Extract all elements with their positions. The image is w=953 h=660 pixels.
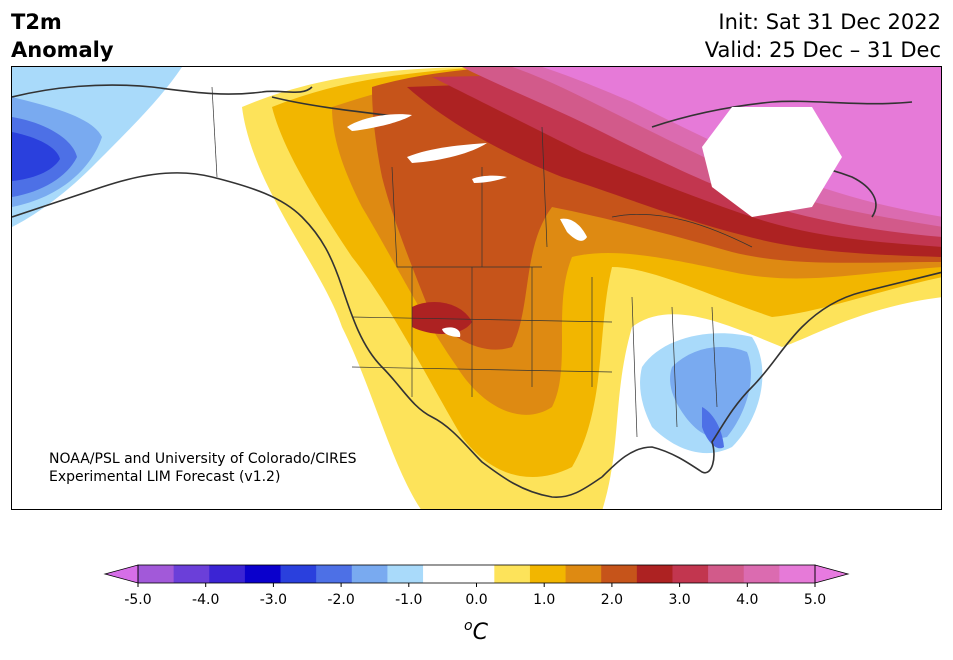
colorbar-swatch	[209, 565, 246, 583]
colorbar-swatch	[779, 565, 816, 583]
valid-range: Valid: 25 Dec – 31 Dec	[704, 38, 941, 62]
anomaly-map: NOAA/PSL and University of Colorado/CIRE…	[11, 66, 942, 510]
unit-base: C	[473, 620, 489, 645]
lakes	[347, 107, 842, 337]
data-credit: NOAA/PSL and University of Colorado/CIRE…	[49, 450, 357, 486]
colorbar-swatch	[529, 565, 567, 583]
colorbar-tick-label: -5.0	[124, 592, 151, 608]
colorbar-svg: -5.0 -4.0 -3.0 -2.0 -1.0 0.0 1.0 2.0 3.0 4.0 5.0 o…	[103, 564, 850, 645]
colorbar-unit: oC	[464, 618, 489, 645]
colorbar-swatch	[743, 565, 780, 583]
colorbar-swatch	[316, 565, 353, 583]
colorbar-swatch	[494, 565, 531, 583]
cold-anomaly-alaska-4	[12, 132, 60, 181]
colorbar-tick-label: 5.0	[804, 592, 826, 608]
colorbar-ticks: -5.0 -4.0 -3.0 -2.0 -1.0 0.0 1.0 2.0 3.0 4.0 5.0	[124, 583, 826, 608]
colorbar-swatch	[173, 565, 210, 583]
colorbar-over-arrow	[814, 564, 850, 584]
colorbar-swatch	[601, 565, 638, 583]
colorbar-swatch	[672, 565, 709, 583]
warm-anomaly-core-west	[412, 302, 472, 334]
colorbar-swatches	[138, 565, 816, 583]
colorbar-swatch	[387, 565, 424, 583]
cold-anomaly-east-2	[670, 347, 751, 438]
credit-line-1: NOAA/PSL and University of Colorado/CIRE…	[49, 451, 357, 467]
colorbar-tick-label: -3.0	[260, 592, 287, 608]
cold-anomaly-east-3	[702, 407, 724, 449]
state-borders	[211, 86, 753, 438]
colorbar-under-arrow	[103, 564, 139, 584]
colorbar: -5.0 -4.0 -3.0 -2.0 -1.0 0.0 1.0 2.0 3.0 4.0 5.0 o…	[0, 556, 953, 656]
init-date: Init: Sat 31 Dec 2022	[718, 10, 941, 34]
colorbar-tick-label: 4.0	[736, 592, 758, 608]
colorbar-tick-label: 0.0	[465, 592, 487, 608]
colorbar-swatch	[423, 565, 460, 583]
colorbar-swatch	[458, 565, 495, 583]
colorbar-tick-label: 2.0	[601, 592, 623, 608]
colorbar-swatch	[138, 565, 175, 583]
map-title: T2m Anomaly	[11, 8, 114, 64]
credit-line-2: Experimental LIM Forecast (v1.2)	[49, 469, 281, 485]
colorbar-tick-label: -2.0	[327, 592, 354, 608]
colorbar-tick-label: -1.0	[395, 592, 422, 608]
colorbar-swatch	[565, 565, 602, 583]
colorbar-swatch	[280, 565, 317, 583]
colorbar-tick-label: 3.0	[668, 592, 690, 608]
colorbar-swatch	[351, 565, 389, 583]
title-line-2: Anomaly	[11, 38, 114, 62]
forecast-dates: Init: Sat 31 Dec 2022 Valid: 25 Dec – 31…	[705, 8, 941, 64]
colorbar-swatch	[636, 565, 674, 583]
colorbar-swatch	[244, 565, 282, 583]
colorbar-tick-label: -4.0	[192, 592, 219, 608]
colorbar-swatch	[708, 565, 745, 583]
unit-superscript: o	[464, 618, 473, 634]
title-line-1: T2m	[11, 10, 62, 34]
colorbar-tick-label: 1.0	[533, 592, 555, 608]
map-canvas	[12, 67, 941, 509]
